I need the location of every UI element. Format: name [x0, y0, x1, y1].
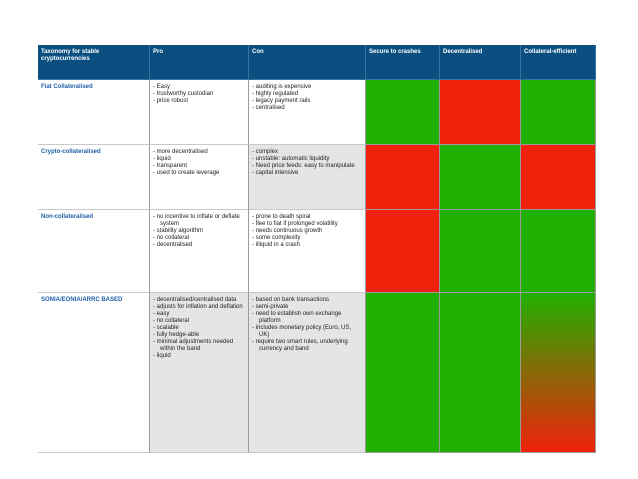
- status-cell: [440, 293, 521, 453]
- status-cell: [440, 145, 521, 210]
- list-item: - needs continuous growth: [252, 228, 323, 234]
- list-item: - illiquid in a crash: [252, 242, 301, 248]
- pro-cell: - more decentralised - liquid - transparen…: [150, 145, 249, 210]
- list-item: - centralised: [252, 105, 285, 111]
- list-item: - auditing is expensive: [252, 84, 312, 90]
- list-item: - stability algorithm: [153, 228, 204, 234]
- con-cell: - prone to death spiral - flee to fiat if…: [249, 210, 366, 293]
- status-cell: [521, 80, 596, 145]
- list-item: - price robust: [153, 98, 189, 104]
- pro-cell: - no incentive to inflate or deflate sys…: [150, 210, 249, 293]
- list-item: - more decentralised: [153, 149, 208, 155]
- status-cell: [521, 210, 596, 293]
- list-item: - flee to fiat if prolonged volatility: [252, 221, 338, 227]
- pro-cell: - decentralised/centralised data - adjust…: [150, 293, 249, 453]
- status-cell: [366, 210, 440, 293]
- list-item: - unstable: automatic liquidity: [252, 156, 330, 162]
- header-cell: Pro: [150, 45, 249, 80]
- header-cell: Con: [249, 45, 366, 80]
- list-item: - complex: [252, 149, 279, 155]
- list-item: - trustworthy custodian: [153, 91, 214, 97]
- header-cell: Decentralised: [440, 45, 521, 80]
- list-item: - liquid: [153, 353, 171, 359]
- list-item: - need to establish own exchange platfor…: [252, 311, 342, 324]
- list-item: - highly regulated: [252, 91, 299, 97]
- list-item: - some complexity: [252, 235, 301, 241]
- list-item: - based on bank transactions: [252, 297, 330, 303]
- con-cell: - auditing is expensive - highly regulate…: [249, 80, 366, 145]
- status-cell: [440, 210, 521, 293]
- list-item: - capital intensive: [252, 170, 299, 176]
- pro-cell: - Easy - trustworthy custodian - price rob…: [150, 80, 249, 145]
- list-item: - prone to death spiral: [252, 214, 311, 220]
- row-label: Crypto-collateralised: [38, 145, 150, 210]
- status-cell: [440, 80, 521, 145]
- list-item: - no collateral: [153, 235, 190, 241]
- list-item: - no collateral: [153, 318, 190, 324]
- status-cell: [366, 80, 440, 145]
- header-cell: Secure to crashes: [366, 45, 440, 80]
- header-cell: Taxonomy for stable cryptocurrencies: [38, 45, 150, 80]
- list-item: - used to create leverage: [153, 170, 220, 176]
- row-label: Fiat Collateralised: [38, 80, 150, 145]
- list-item: - liquid: [153, 156, 171, 162]
- status-cell: [521, 145, 596, 210]
- list-item: - scalable: [153, 325, 179, 331]
- list-item: - legacy payment rails: [252, 98, 311, 104]
- status-cell: [366, 145, 440, 210]
- header-cell: Collateral-efficient: [521, 45, 596, 80]
- list-item: - semi-private: [252, 304, 289, 310]
- list-item: - minimal adjustments needed within the …: [153, 339, 234, 352]
- list-item: - adjusts for inflation and deflation: [153, 304, 243, 310]
- list-item: - Need price feeds: easy to manipulate: [252, 163, 355, 169]
- list-item: - decentralised: [153, 242, 193, 248]
- list-item: - includes monetary policy (Euro, US, UK…: [252, 325, 352, 338]
- con-cell: - based on bank transactions - semi-priva…: [249, 293, 366, 453]
- list-item: - transparent: [153, 163, 188, 169]
- list-item: - Easy: [153, 84, 171, 90]
- list-item: - decentralised/centralised data: [153, 297, 237, 303]
- con-cell: - complex - unstable: automatic liquidity…: [249, 145, 366, 210]
- status-cell: [366, 293, 440, 453]
- status-cell: [521, 293, 596, 453]
- list-item: - fully hedge-able: [153, 332, 200, 338]
- list-item: - require two smart rules, underlying cu…: [252, 339, 348, 352]
- row-label: SONIA/EONIA/ARRC BASED: [38, 293, 150, 453]
- list-item: - easy: [153, 311, 170, 317]
- list-item: - no incentive to inflate or deflate sys…: [153, 214, 240, 227]
- row-label: Non-collateralised: [38, 210, 150, 293]
